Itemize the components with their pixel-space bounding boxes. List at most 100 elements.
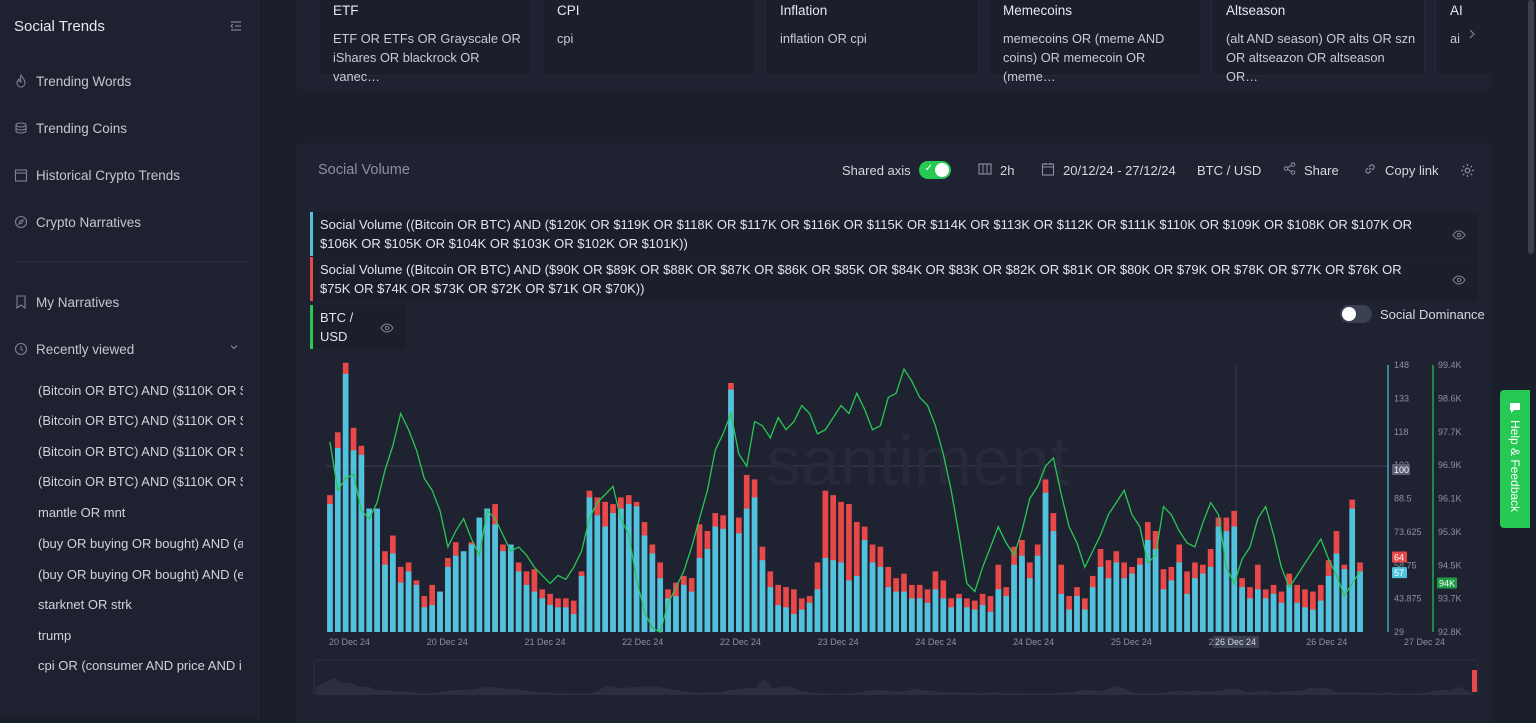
metric-label: Social Volume ((Bitcoin OR BTC) AND ($12… (320, 217, 1413, 251)
narrative-title: CPI (557, 3, 580, 18)
volume-tick-label: 58.75 (1394, 560, 1417, 570)
narrative-card-inflation[interactable]: Inflation inflation OR cpi (765, 0, 979, 76)
bar-social-volume-high (673, 596, 679, 632)
chevron-down-icon[interactable] (229, 342, 239, 355)
hover-high-value-label: 57 (1394, 568, 1404, 578)
navigator-handle (1472, 670, 1477, 692)
pair-selector[interactable]: BTC / USD (1197, 159, 1261, 181)
bar-social-volume-high (971, 609, 978, 632)
bar-social-volume-high (570, 614, 577, 632)
recent-item[interactable]: mantle OR mnt (38, 505, 126, 520)
bar-social-volume-high (822, 557, 829, 632)
recent-item[interactable]: (Bitcoin OR BTC) AND ($110K OR $1… (38, 474, 243, 489)
narrative-card-etf[interactable]: ETF ETF OR ETFs OR Grayscale OR iShares … (318, 0, 532, 84)
bar-social-volume-high (720, 528, 726, 632)
metric-social-volume-high[interactable]: Social Volume ((Bitcoin OR BTC) AND ($12… (310, 212, 1478, 256)
bar-social-volume-high (657, 578, 664, 632)
bar-social-volume-high (1176, 562, 1183, 632)
price-line (329, 367, 1361, 633)
sidebar-divider (14, 261, 248, 262)
narrative-query: ai (1450, 31, 1460, 46)
social-volume-chart[interactable]: santiment 14899.4K13398.6K11897.7K10396.… (296, 345, 1492, 695)
bar-social-volume-high (555, 607, 561, 632)
bar-social-volume-high (1199, 573, 1206, 632)
share-button[interactable]: Share (1283, 159, 1339, 181)
chevron-right-icon[interactable] (1468, 26, 1476, 42)
metric-btc-usd[interactable]: BTC / USD (310, 305, 406, 349)
narrative-card-ai[interactable]: AI ai (1435, 0, 1492, 76)
sidebar-item-historical-crypto-trends[interactable]: Historical Crypto Trends (14, 164, 180, 186)
bar-social-volume-high (610, 513, 616, 632)
copy-link-button[interactable]: Copy link (1363, 159, 1438, 181)
help-feedback-button[interactable]: Help & Feedback (1500, 390, 1530, 528)
x-tick-label: 22 Dec 24 (720, 637, 761, 647)
metric-label: Social Volume ((Bitcoin OR BTC) AND ($90… (320, 262, 1402, 296)
hover-high-value-label-bg (1392, 567, 1407, 579)
recent-item[interactable]: (buy OR buying OR bought) AND (e… (38, 567, 243, 582)
crosshair-value-label: 100 (1394, 465, 1409, 475)
social-dominance-toggle[interactable] (1340, 305, 1372, 323)
interval-selector[interactable]: 2h (978, 159, 1014, 181)
gear-icon[interactable] (1460, 159, 1475, 181)
bar-social-volume-high (429, 605, 435, 632)
eye-icon[interactable] (380, 319, 394, 338)
bar-social-volume-high (460, 551, 467, 632)
recent-item[interactable]: (buy OR buying OR bought) AND (a… (38, 536, 243, 551)
bar-social-volume-high (1160, 589, 1167, 632)
recent-item[interactable]: trump (38, 628, 72, 643)
x-tick-label: 23 Dec 24 (818, 637, 859, 647)
check-icon: ✓ (924, 163, 934, 174)
copy-link-label: Copy link (1385, 162, 1439, 178)
metric-social-volume-low[interactable]: Social Volume ((Bitcoin OR BTC) AND ($90… (310, 257, 1478, 301)
social-dominance-control[interactable]: Social Dominance (1340, 303, 1485, 325)
volume-tick-label: 43.875 (1394, 594, 1422, 604)
recent-item[interactable]: (Bitcoin OR BTC) AND ($110K OR $1… (38, 444, 243, 459)
bar-social-volume-high (1262, 598, 1269, 632)
shared-axis-control[interactable]: Shared axis ✓ (842, 159, 951, 181)
narrative-card-altseason[interactable]: Altseason (alt AND season) OR alts OR sz… (1211, 0, 1425, 84)
bar-social-volume-high (445, 566, 451, 632)
interval-value: 2h (1000, 162, 1015, 178)
bar-social-volume-high (594, 515, 601, 632)
price-tick-label: 92.8K (1438, 627, 1462, 637)
bar-social-volume-high (987, 611, 994, 632)
bar-social-volume-high (1168, 580, 1175, 632)
bar-social-volume-high (1184, 593, 1190, 632)
recent-item[interactable]: (Bitcoin OR BTC) AND ($110K OR $1… (38, 383, 243, 398)
sidebar-item-trending-coins[interactable]: Trending Coins (14, 117, 127, 139)
narrative-card-cpi[interactable]: CPI cpi (542, 0, 756, 76)
bar-social-volume-high (743, 508, 750, 632)
bar-social-volume-high (916, 598, 923, 632)
bar-social-volume-high (688, 591, 695, 632)
sidebar-item-trending-words[interactable]: Trending Words (14, 70, 131, 92)
bar-social-volume-high (1097, 566, 1104, 632)
sidebar-item-recently-viewed[interactable]: Recently viewed (14, 338, 134, 360)
sidebar-item-crypto-narratives[interactable]: Crypto Narratives (14, 211, 141, 233)
scrollbar[interactable] (1528, 0, 1534, 254)
metric-color-bar (310, 212, 313, 256)
hover-low-value-label: 64 (1394, 552, 1404, 562)
bar-social-volume-high (492, 524, 498, 632)
bar-social-volume-high (397, 582, 404, 632)
bar-social-volume-high (1341, 569, 1348, 632)
bar-social-volume-high (476, 517, 483, 632)
narrative-card-memecoins[interactable]: Memecoins memecoins OR (meme AND coins) … (988, 0, 1202, 84)
bar-social-volume-high (853, 575, 860, 632)
watermark: santiment (766, 422, 1069, 500)
date-range-picker[interactable]: 20/12/24 - 27/12/24 (1041, 159, 1176, 181)
bar-social-volume-high (1113, 562, 1120, 632)
sidebar-item-my-narratives[interactable]: My Narratives (14, 291, 119, 313)
collapse-sidebar-icon[interactable] (229, 19, 245, 35)
eye-icon[interactable] (1452, 226, 1466, 245)
eye-icon[interactable] (1452, 271, 1466, 290)
bar-social-volume-high (633, 506, 640, 632)
bar-social-volume-high (1325, 575, 1332, 632)
recent-item[interactable]: (Bitcoin OR BTC) AND ($110K OR $1… (38, 413, 243, 428)
bar-social-volume-high (964, 607, 970, 632)
recent-item[interactable]: cpi OR (consumer AND price AND i… (38, 658, 243, 673)
hover-x-label-bg (1213, 636, 1259, 648)
volume-tick-label: 88.5 (1394, 494, 1412, 504)
recent-item[interactable]: starknet OR strk (38, 597, 132, 612)
bar-social-volume-high (1089, 587, 1096, 632)
shared-axis-toggle[interactable]: ✓ (918, 161, 951, 179)
